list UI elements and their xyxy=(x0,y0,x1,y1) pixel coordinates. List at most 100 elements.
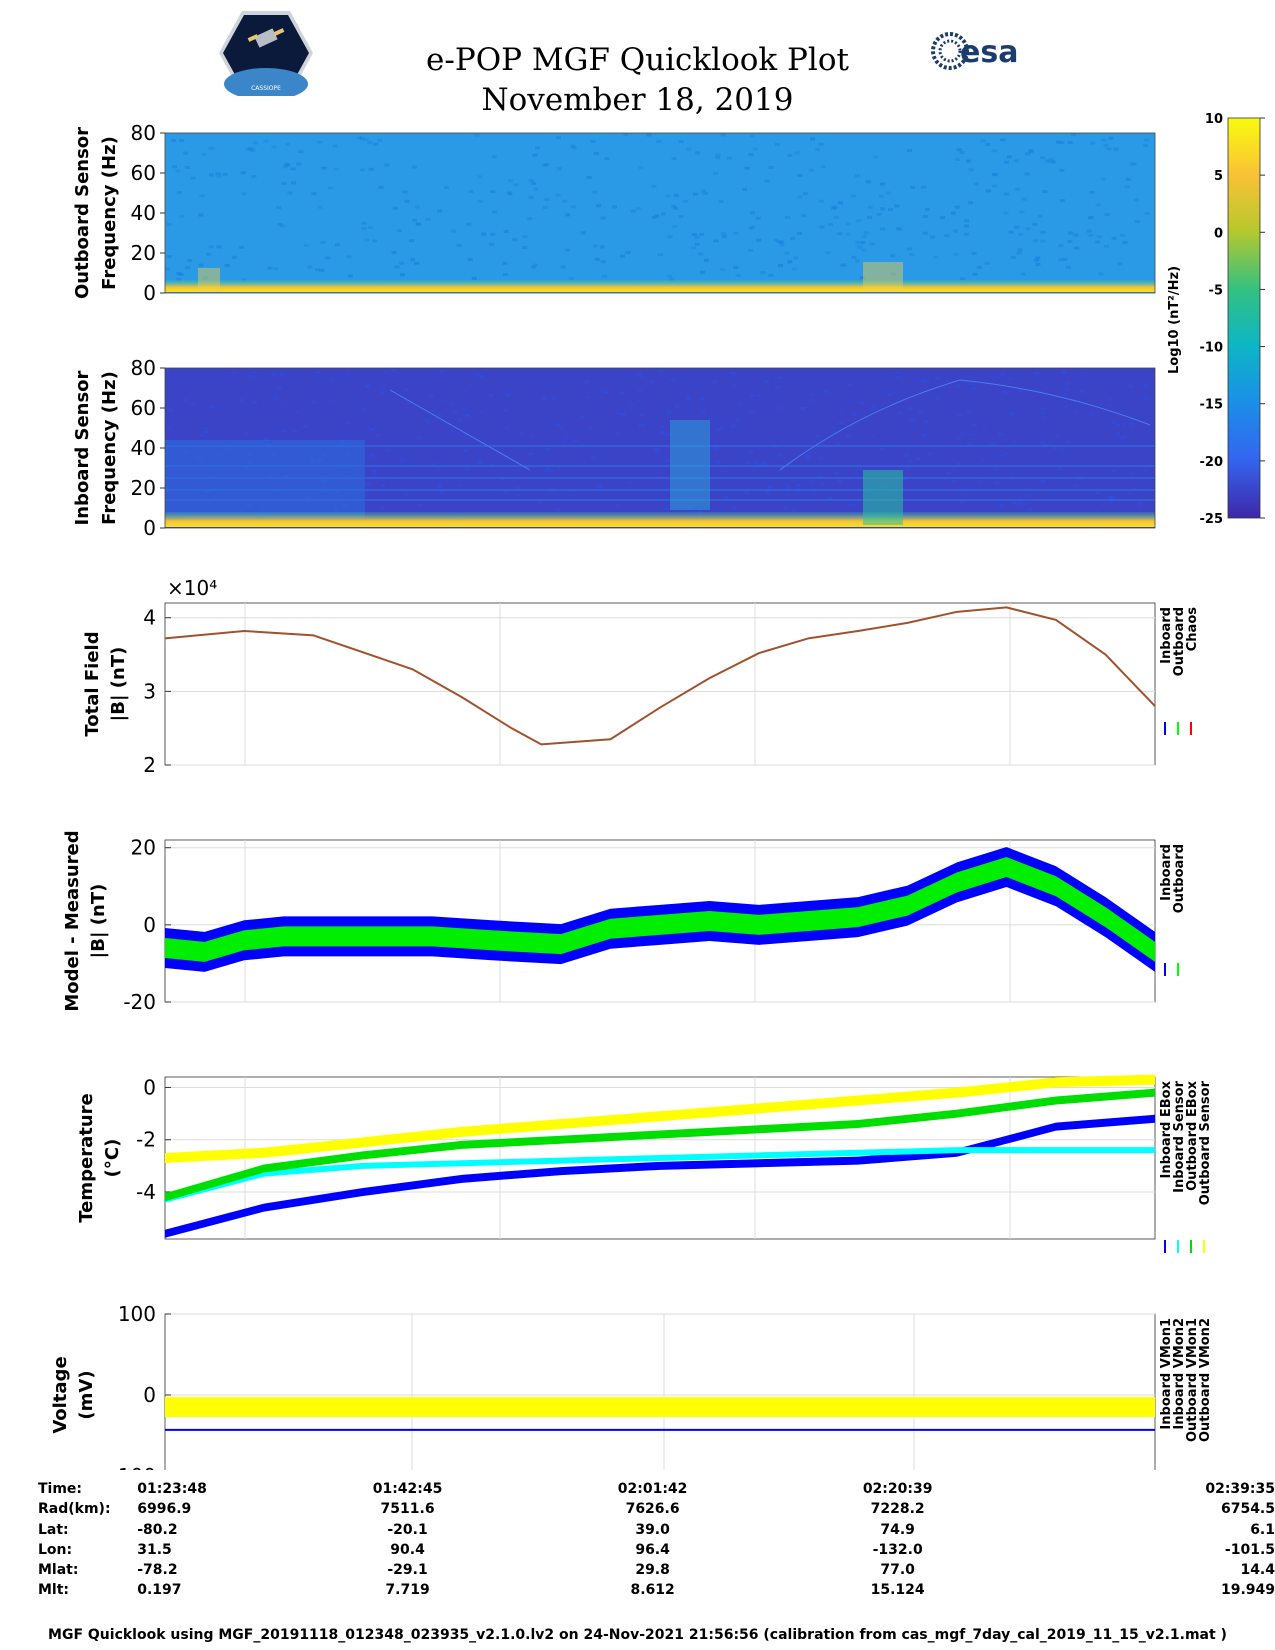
spectrogram-speckle xyxy=(797,195,803,199)
spectrogram-speckle xyxy=(1145,397,1151,401)
y-axis-label: Temperature xyxy=(76,1093,97,1222)
spectrogram-speckle xyxy=(795,483,801,487)
spectrogram-speckle xyxy=(715,153,721,157)
spectrogram-speckle xyxy=(963,224,969,228)
spectrogram-speckle xyxy=(846,502,852,506)
spectrogram-speckle xyxy=(166,255,172,259)
spectrogram-speckle xyxy=(199,434,205,438)
spectrogram-speckle xyxy=(586,176,592,180)
ephemeris-table: Time: 01:23:48 01:42:45 02:01:42 02:20:39 02:… xyxy=(38,1479,1275,1601)
spectrogram-speckle xyxy=(949,480,955,484)
spectrogram-speckle xyxy=(667,235,673,239)
spectrogram-speckle xyxy=(245,147,251,151)
spectrogram-speckle xyxy=(646,133,652,137)
spectrogram-speckle xyxy=(717,470,723,474)
spectrogram-speckle xyxy=(1058,258,1064,262)
spectrogram-speckle xyxy=(1040,239,1046,243)
cassiope-logo-text: CASSIOPE xyxy=(251,85,281,92)
spectrogram-speckle xyxy=(1107,495,1113,499)
spectrogram-speckle xyxy=(940,216,946,220)
spectrogram-speckle xyxy=(1062,404,1068,408)
spectrogram-speckle xyxy=(879,447,885,451)
spectrogram-speckle xyxy=(972,387,978,391)
y-tick-label: 20 xyxy=(131,476,156,500)
spectrogram-speckle xyxy=(712,379,718,383)
spectrogram-speckle xyxy=(1088,216,1094,220)
spectrogram-speckle xyxy=(527,217,533,221)
spectrogram-speckle xyxy=(1019,210,1025,214)
spectrogram-speckle xyxy=(819,225,825,229)
spectrogram-speckle xyxy=(641,424,647,428)
spectrogram-speckle xyxy=(247,147,253,151)
y-tick-label: 100 xyxy=(118,1302,156,1326)
spectrogram-speckle xyxy=(977,479,983,483)
spectrogram-speckle xyxy=(836,442,842,446)
spectrogram-speckle xyxy=(273,267,279,271)
spectrogram-speckle xyxy=(166,425,172,429)
spectrogram-speckle xyxy=(252,401,258,405)
spectrogram-speckle xyxy=(737,402,743,406)
spectrogram-speckle xyxy=(372,473,378,477)
spectrogram-speckle xyxy=(468,189,474,193)
spectrogram-speckle xyxy=(611,205,617,209)
spectrogram-speckle xyxy=(1103,143,1109,147)
spectrogram-speckle xyxy=(372,469,378,473)
spectrogram-speckle xyxy=(703,192,709,196)
spectrogram-speckle xyxy=(1041,415,1047,419)
y-tick-label: 0 xyxy=(143,1075,156,1099)
y-tick-label: 3 xyxy=(143,679,156,703)
spectrogram-speckle xyxy=(464,467,470,471)
spectrogram-speckle xyxy=(175,169,181,173)
spectrogram-speckle xyxy=(202,426,208,430)
spectrogram-speckle xyxy=(897,227,903,231)
spectrogram-speckle xyxy=(1011,440,1017,444)
spectrogram-speckle xyxy=(951,479,957,483)
spectrogram-speckle xyxy=(1011,501,1017,505)
spectrogram-speckle xyxy=(742,187,748,191)
spectrogram-speckle xyxy=(556,507,562,511)
spectrogram-speckle xyxy=(616,412,622,416)
spectrogram-speckle xyxy=(410,258,416,262)
spectrogram-speckle xyxy=(506,390,512,394)
spectrogram-speckle xyxy=(276,206,282,210)
spectrogram-speckle xyxy=(1128,471,1134,475)
spectrogram-speckle xyxy=(252,141,258,145)
spectrogram-speckle xyxy=(620,254,626,258)
spectrogram-speckle xyxy=(1097,235,1103,239)
spectrogram-speckle xyxy=(731,425,737,429)
spectrogram-speckle xyxy=(303,243,309,247)
voltage-panel: 100 0 -100 Voltage(mV) Inboard VMon1Inboard … xyxy=(50,1302,1213,1470)
spectrogram-speckle xyxy=(1003,160,1009,164)
spectrogram-speckle xyxy=(565,213,571,217)
spectrogram-speckle xyxy=(1042,443,1048,447)
legend-label: Chaos xyxy=(1185,607,1200,651)
spectrogram-speckle xyxy=(764,490,770,494)
spectrogram-speckle xyxy=(699,232,705,236)
spectrogram-speckle xyxy=(921,185,927,189)
spectrogram-speckle xyxy=(637,388,643,392)
spectrogram-speckle xyxy=(637,423,643,427)
spectrogram-speckle xyxy=(284,142,290,146)
spectrogram-speckle xyxy=(377,138,383,142)
spectrogram-speckle xyxy=(368,167,374,171)
spectrogram-speckle xyxy=(372,239,378,243)
colorbar-tick-label: 0 xyxy=(1214,226,1223,241)
spectrogram-speckle xyxy=(365,482,371,486)
spectrogram-speckle xyxy=(533,187,539,191)
spectrogram-speckle xyxy=(373,142,379,146)
spectrogram-speckle xyxy=(411,165,417,169)
y-axis-label: Voltage xyxy=(50,1356,71,1433)
spectrogram-speckle xyxy=(464,413,470,417)
y-tick-label: 40 xyxy=(131,436,156,460)
spectrogram-speckle xyxy=(787,154,793,158)
spectrogram-speckle xyxy=(241,192,247,196)
legend-label: Outboard xyxy=(1172,844,1187,913)
spectrogram-speckle xyxy=(718,200,724,204)
ephemeris-row: Rad(km): 6996.9 7511.6 7626.6 7228.2 6754.5 xyxy=(38,1499,1275,1519)
spectrogram-speckle xyxy=(1095,491,1101,495)
y-multiplier: ×10⁴ xyxy=(167,576,217,600)
spectrogram-speckle xyxy=(545,466,551,470)
spectrogram-speckle xyxy=(1080,368,1086,372)
spectrogram-speckle xyxy=(1014,225,1020,229)
